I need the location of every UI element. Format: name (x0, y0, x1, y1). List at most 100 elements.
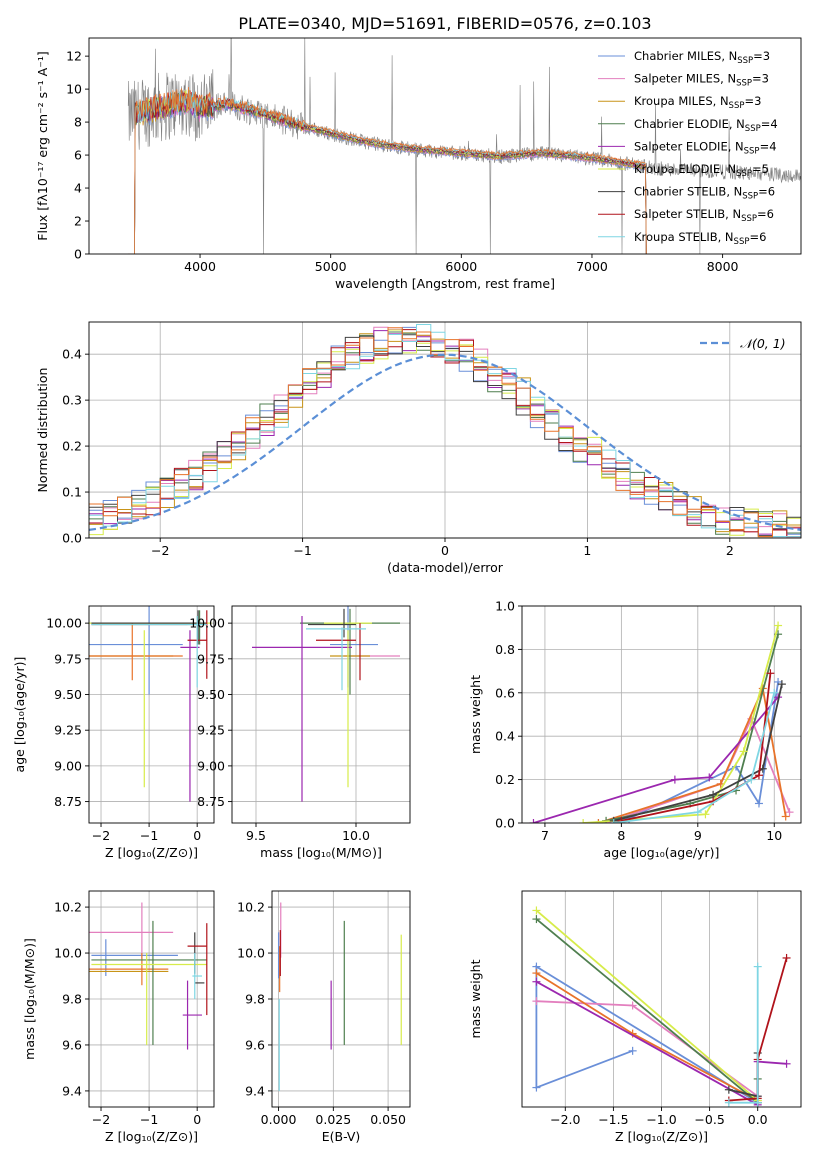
weight-marker (781, 812, 790, 821)
axes-frame (88, 321, 802, 539)
x-tick-label: −1 (293, 543, 311, 558)
weight-marker (753, 1098, 762, 1107)
plot-area (127, 38, 801, 254)
y-axis-label: mass [log₁₀(M/M⊙)] (22, 938, 37, 1060)
panels: 4000 5000 6000 7000 8000024681012wavelength … (12, 37, 802, 1144)
weight-marker (532, 1083, 541, 1092)
figure-title: PLATE=0340, MJD=51691, FIBERID=0576, z=0… (238, 14, 651, 33)
x-tick-label: 6000 (445, 259, 477, 274)
weight-series-line (535, 964, 759, 1104)
y-tick-label: 9.8 (245, 992, 265, 1007)
legend-label: Chabrier STELIB, NSSP=6 (634, 185, 775, 202)
x-tick-label: −1 (140, 828, 158, 843)
weight-marker (529, 819, 538, 823)
axes-frame (88, 890, 215, 1108)
x-tick-label: 0.050 (370, 1112, 406, 1127)
y-tick-label: 9.25 (54, 723, 82, 738)
y-axis-label: mass weight (468, 675, 483, 754)
weight-marker (532, 977, 541, 986)
legend-label: Salpeter STELIB, NSSP=6 (634, 207, 774, 224)
legend-label: Kroupa MILES, NSSP=3 (634, 94, 761, 111)
plot-area (277, 902, 402, 1091)
weight-marker (766, 669, 775, 678)
x-tick-label: 0.025 (315, 1112, 351, 1127)
y-tick-label: 9.75 (54, 651, 82, 666)
panel-age-vs-mass: 9.5 10.0 8.75 9.00 9.25 9.50 9.75 10.00 mass [lo… (189, 605, 411, 860)
ticks: −2.0 −1.5 −1.0 −0.5 0.0 (550, 1107, 768, 1127)
y-tick-label: 0 (74, 247, 82, 262)
plot-area (529, 621, 794, 823)
weight-marker (628, 1001, 637, 1010)
y-tick-label: 8.75 (54, 794, 82, 809)
x-tick-label: 9 (694, 828, 702, 843)
y-tick-label: 0.3 (62, 393, 82, 408)
x-tick-label: 8 (617, 828, 625, 843)
x-axis-label: age [log₁₀(age/yr)] (604, 845, 720, 860)
gridlines (272, 891, 410, 1107)
x-tick-label: −1 (140, 1112, 158, 1127)
weight-marker (782, 1059, 791, 1068)
y-tick-label: 10.2 (54, 900, 82, 915)
plot-area (89, 902, 208, 1050)
y-tick-label: 4 (74, 181, 82, 196)
plot-area (252, 606, 400, 802)
plot-area (89, 324, 801, 538)
y-tick-label: 8 (74, 115, 82, 130)
y-tick-label: 10.00 (46, 616, 82, 631)
ticks: −2 −1 0 8.75 9.00 9.25 9.50 9.75 10.00 (46, 616, 201, 843)
panel-spectrum: 4000 5000 6000 7000 8000 0 2 4 6 8 10 12 wavelength … (35, 37, 802, 291)
y-tick-label: 0.4 (495, 729, 515, 744)
y-tick-label: 0.6 (495, 685, 515, 700)
weight-marker (774, 621, 783, 630)
weight-marker (777, 680, 786, 689)
legend-label: 𝒩(0, 1) (740, 336, 786, 351)
ticks: 0.000 0.025 0.050 9.4 9.6 9.8 10.0 10.2 (237, 900, 406, 1127)
y-tick-label: 10 (66, 82, 82, 97)
y-tick-label: 9.50 (197, 687, 225, 702)
y-tick-label: 9.6 (62, 1037, 82, 1052)
ticks: −2 −1 0 1 2 0.0 0.1 0.2 0.3 0.4 (62, 347, 734, 558)
x-tick-label: 0 (193, 1112, 201, 1127)
weight-series-line (598, 685, 787, 823)
weight-marker (532, 915, 541, 924)
x-axis-label: Z [log₁₀(Z/Z⊙)] (105, 1129, 198, 1144)
weight-marker (693, 808, 702, 817)
x-axis-label: Z [log₁₀(Z/Z⊙)] (105, 845, 198, 860)
weight-marker (579, 819, 588, 823)
model-spectrum (128, 86, 647, 254)
y-tick-label: 0.2 (62, 439, 82, 454)
panel-weight-vs-age: 7 8 9 10 0.0 0.2 0.4 0.6 0.8 1.0 age [log₁₀(age/yr… (468, 599, 802, 860)
x-tick-label: 0 (193, 828, 201, 843)
panel-weight-vs-Z: −2.0 −1.5 −1.0 −0.5 0.0 Z [log₁₀(Z/Z⊙)] mass w… (468, 890, 802, 1144)
x-tick-label: 9.5 (246, 828, 266, 843)
y-tick-label: 9.00 (197, 758, 225, 773)
residual-histogram (89, 327, 801, 538)
legend-label: Salpeter ELODIE, NSSP=4 (634, 139, 777, 156)
weight-marker (754, 771, 763, 780)
y-tick-label: 2 (74, 214, 82, 229)
weight-marker (670, 775, 679, 784)
y-axis-label: Flux [fλ10⁻¹⁷ erg cm⁻² s⁻¹ A⁻¹] (35, 51, 50, 240)
plot-area (89, 606, 212, 802)
y-tick-label: 8.75 (197, 794, 225, 809)
weight-marker (724, 1085, 733, 1094)
axes-frame (521, 890, 802, 1108)
axes-frame (271, 890, 411, 1108)
gridlines (89, 891, 214, 1107)
x-axis-label: mass [log₁₀(M/M⊙)] (260, 845, 382, 860)
weight-marker (770, 688, 779, 697)
y-axis-label: Normed distribution (35, 368, 50, 493)
y-tick-label: 9.50 (54, 687, 82, 702)
weight-series-line (533, 696, 779, 823)
y-tick-label: 9.4 (245, 1083, 265, 1098)
x-tick-label: −2 (92, 1112, 110, 1127)
x-axis-label: wavelength [Angstrom, rest frame] (335, 276, 555, 291)
y-tick-label: 9.75 (197, 651, 225, 666)
x-tick-label: 10 (766, 828, 782, 843)
weight-marker (724, 1098, 733, 1107)
axes-frame (521, 605, 802, 824)
x-tick-label: −1.5 (598, 1112, 628, 1127)
axes-frame (88, 37, 802, 255)
y-tick-label: 9.25 (197, 723, 225, 738)
